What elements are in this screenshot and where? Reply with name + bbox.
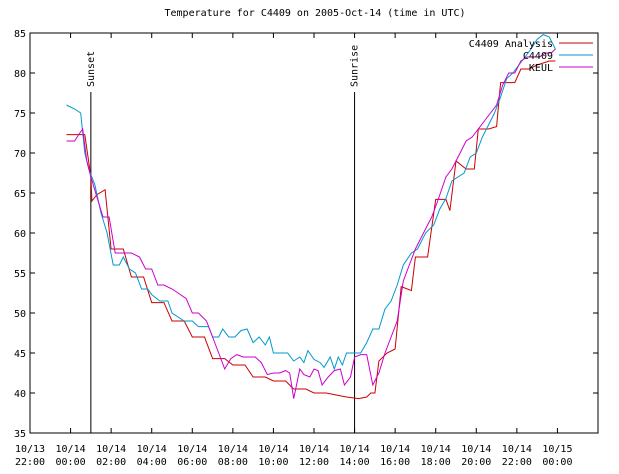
x-tick-date: 10/14 (258, 444, 288, 455)
annotation-label: Sunrise (350, 45, 361, 87)
x-tick-time: 00:00 (542, 457, 572, 468)
annotation-label: Sunset (86, 51, 97, 87)
legend-label: C4409 Analysis (469, 39, 553, 50)
y-tick-label: 75 (14, 109, 26, 120)
y-tick-label: 70 (14, 149, 26, 160)
x-tick-date: 10/14 (421, 444, 451, 455)
x-axis: 10/13 22:00 10/14 00:00 10/14 02:00 10/14 04:00… (15, 33, 572, 468)
x-tick-time: 12:00 (299, 457, 329, 468)
x-tick-time: 06:00 (177, 457, 207, 468)
x-tick-time: 08:00 (218, 457, 248, 468)
x-tick-time: 14:00 (340, 457, 370, 468)
x-tick-time: 20:00 (461, 457, 491, 468)
series-line (66, 48, 556, 399)
y-tick-label: 35 (14, 429, 26, 440)
y-tick-label: 65 (14, 189, 26, 200)
y-tick-label: 55 (14, 269, 26, 280)
x-tick-date: 10/14 (177, 444, 207, 455)
chart-title: Temperature for C4409 on 2005-Oct-14 (ti… (164, 8, 465, 19)
x-tick-time: 22:00 (15, 457, 45, 468)
series-layer (66, 34, 556, 400)
legend-label: C4409 (523, 51, 553, 62)
x-tick-time: 02:00 (96, 457, 126, 468)
x-tick-date: 10/14 (461, 444, 491, 455)
annotations-layer: Sunset Sunrise (86, 45, 361, 433)
x-tick-time: 10:00 (258, 457, 288, 468)
legend-label: KEUL (529, 63, 553, 74)
x-tick-time: 00:00 (56, 457, 86, 468)
x-tick-time: 04:00 (137, 457, 167, 468)
y-axis: 35 40 45 50 55 60 65 70 75 80 85 (14, 29, 598, 440)
y-tick-label: 40 (14, 389, 26, 400)
series-line (66, 60, 556, 400)
x-tick-date: 10/13 (15, 444, 45, 455)
x-tick-date: 10/14 (299, 444, 329, 455)
x-tick-date: 10/14 (56, 444, 86, 455)
x-tick-time: 16:00 (380, 457, 410, 468)
series-line (66, 34, 556, 371)
y-tick-label: 50 (14, 309, 26, 320)
x-tick-date: 10/15 (542, 444, 572, 455)
x-tick-date: 10/14 (380, 444, 410, 455)
y-tick-label: 60 (14, 229, 26, 240)
x-tick-time: 18:00 (421, 457, 451, 468)
y-tick-label: 85 (14, 29, 26, 40)
x-tick-date: 10/14 (137, 444, 167, 455)
x-tick-date: 10/14 (502, 444, 532, 455)
x-tick-date: 10/14 (218, 444, 248, 455)
x-tick-time: 22:00 (502, 457, 532, 468)
y-tick-label: 80 (14, 69, 26, 80)
x-tick-date: 10/14 (340, 444, 370, 455)
y-tick-label: 45 (14, 349, 26, 360)
x-tick-date: 10/14 (96, 444, 126, 455)
